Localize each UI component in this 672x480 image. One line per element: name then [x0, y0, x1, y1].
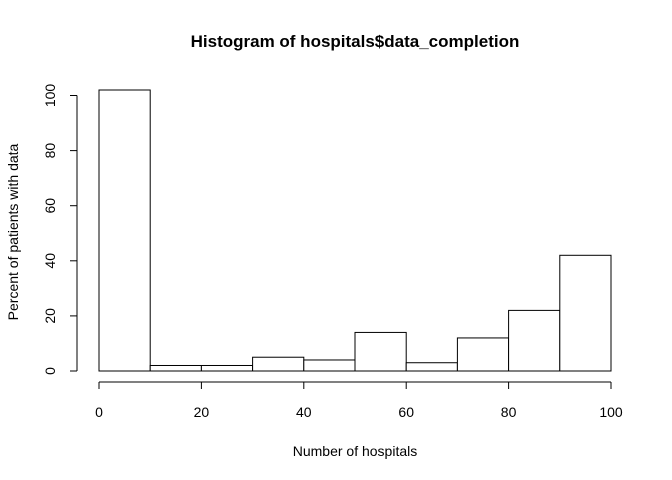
x-tick-label-2: 40	[296, 404, 312, 420]
bar-7	[456, 337, 510, 372]
y-tick-label-0: 0	[42, 367, 58, 375]
bar-5	[354, 331, 407, 372]
chart-title: Histogram of hospitals$data_completion	[191, 32, 520, 51]
bar-0	[98, 89, 151, 372]
y-tick-label-3: 60	[42, 198, 58, 214]
bar-1	[149, 364, 202, 372]
y-axis-label: Percent of patients with data	[5, 143, 21, 320]
x-axis: 0 20 40 60 80 100	[95, 381, 623, 420]
bar-9	[559, 254, 612, 372]
y-tick-label-1: 20	[42, 308, 58, 324]
bar-4	[303, 359, 356, 372]
bars-group	[98, 89, 612, 372]
x-tick-label-5: 100	[599, 404, 623, 420]
bar-3	[252, 356, 305, 372]
bar-2	[200, 364, 254, 372]
y-axis: 0 20 40 60 80 100	[42, 84, 78, 375]
x-tick-label-1: 20	[194, 404, 210, 420]
x-tick-label-3: 60	[398, 404, 414, 420]
x-axis-label: Number of hospitals	[293, 443, 418, 459]
bar-6	[405, 362, 458, 372]
y-tick-label-2: 40	[42, 253, 58, 269]
y-tick-label-5: 100	[42, 84, 58, 108]
x-tick-label-4: 80	[501, 404, 517, 420]
y-tick-label-4: 80	[42, 143, 58, 159]
x-tick-label-0: 0	[95, 404, 103, 420]
bar-8	[508, 309, 561, 372]
